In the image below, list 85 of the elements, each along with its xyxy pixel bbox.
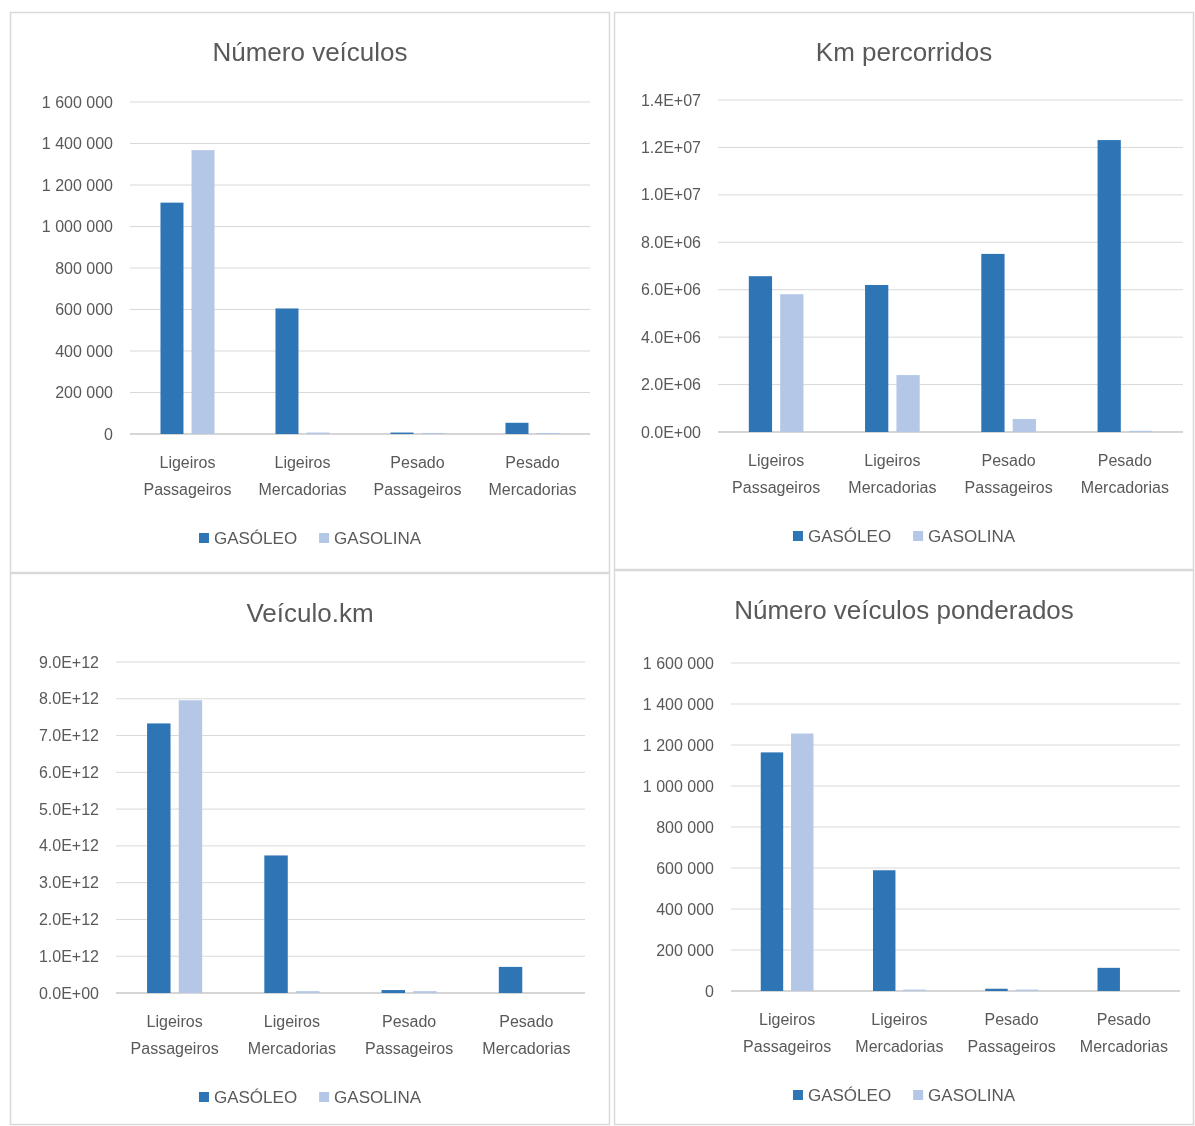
- y-tick-label: 1 400 000: [642, 695, 715, 713]
- y-tick-label: 1 200 000: [41, 176, 114, 194]
- x-tick-label: Ligeiros Passageiros: [732, 452, 821, 496]
- x-tick-label: Ligeiros Mercadorias: [247, 1013, 336, 1057]
- bar: [178, 700, 203, 993]
- y-tick-label: 600 000: [656, 859, 715, 877]
- y-tick-label: 5.0E+12: [38, 800, 100, 818]
- legend-label: GASOLINA: [334, 1087, 422, 1107]
- bar: [381, 990, 406, 993]
- legend-label: GASÓLEO: [213, 1087, 298, 1107]
- chart-title: Km percorridos: [815, 37, 993, 67]
- y-tick-label: 400 000: [656, 900, 715, 918]
- x-tick-label: Ligeiros Passageiros: [130, 1013, 219, 1057]
- bar: [160, 202, 184, 434]
- chart-title: Veículo.km: [246, 598, 374, 628]
- y-tick-label: 1 600 000: [41, 93, 114, 111]
- bar: [865, 284, 889, 432]
- legend-label: GASÓLEO: [807, 1085, 892, 1105]
- legend-label: GASÓLEO: [807, 526, 892, 546]
- y-tick-label: 1 000 000: [642, 777, 715, 795]
- bar: [1012, 418, 1036, 432]
- legend-label: GASOLINA: [928, 1085, 1016, 1105]
- y-tick-label: 0.0E+00: [640, 423, 702, 441]
- y-tick-label: 1 200 000: [642, 736, 715, 754]
- chart-title: Número veículos ponderados: [734, 595, 1074, 625]
- x-tick-label: Pesado Mercadorias: [488, 454, 577, 498]
- y-tick-label: 6.0E+12: [38, 763, 100, 781]
- y-tick-label: 0: [705, 982, 715, 1000]
- bar: [780, 294, 804, 432]
- y-tick-label: 400 000: [55, 342, 114, 360]
- bar: [873, 870, 896, 991]
- x-tick-label: Ligeiros Mercadorias: [258, 454, 347, 498]
- bar: [505, 422, 529, 434]
- legend-label: GASOLINA: [334, 528, 422, 548]
- x-tick-label: Ligeiros Mercadorias: [848, 452, 937, 496]
- bar: [791, 733, 814, 991]
- y-tick-label: 200 000: [656, 941, 715, 959]
- bar: [1097, 967, 1120, 991]
- y-tick-label: 2.0E+12: [38, 911, 100, 929]
- y-tick-label: 1 000 000: [41, 218, 114, 236]
- y-tick-label: 1 400 000: [41, 135, 114, 153]
- y-tick-label: 8.0E+06: [640, 233, 702, 251]
- bar: [985, 988, 1008, 991]
- y-tick-label: 0: [104, 425, 114, 443]
- bar: [147, 723, 171, 993]
- x-tick-label: Ligeiros Passageiros: [143, 454, 232, 498]
- y-tick-label: 800 000: [656, 818, 715, 836]
- bar: [498, 966, 523, 993]
- legend-label: GASÓLEO: [213, 528, 298, 548]
- y-tick-label: 200 000: [55, 384, 114, 402]
- y-tick-label: 1.2E+07: [640, 139, 702, 157]
- y-tick-label: 2.0E+06: [640, 376, 702, 394]
- x-tick-label: Ligeiros Mercadorias: [855, 1011, 944, 1055]
- y-tick-label: 1 600 000: [642, 654, 715, 672]
- y-tick-label: 1.0E+12: [38, 947, 100, 965]
- y-tick-label: 4.0E+12: [38, 837, 100, 855]
- y-tick-label: 7.0E+12: [38, 727, 100, 745]
- bar: [1097, 140, 1121, 432]
- x-tick-label: Pesado Mercadorias: [1079, 1011, 1168, 1055]
- bar: [191, 150, 215, 434]
- y-tick-label: 1.4E+07: [640, 91, 702, 109]
- y-tick-label: 600 000: [55, 301, 114, 319]
- y-tick-label: 3.0E+12: [38, 874, 100, 892]
- legend-label: GASOLINA: [928, 526, 1016, 546]
- bar: [275, 308, 299, 434]
- x-tick-label: Pesado Mercadorias: [1080, 452, 1169, 496]
- x-tick-label: Ligeiros Passageiros: [743, 1011, 832, 1055]
- x-tick-label: Pesado Passageiros: [967, 1011, 1056, 1055]
- x-tick-label: Pesado Passageiros: [964, 452, 1053, 496]
- chart-title: Número veículos: [212, 37, 408, 67]
- y-tick-label: 800 000: [55, 259, 114, 277]
- x-tick-label: Pesado Passageiros: [373, 454, 462, 498]
- x-tick-label: Pesado Mercadorias: [482, 1013, 571, 1057]
- y-tick-label: 0.0E+00: [38, 984, 100, 1002]
- bar: [748, 276, 773, 432]
- bar: [760, 752, 784, 991]
- x-tick-label: Pesado Passageiros: [365, 1013, 454, 1057]
- y-tick-label: 4.0E+06: [640, 328, 702, 346]
- y-tick-label: 6.0E+06: [640, 281, 702, 299]
- y-tick-label: 8.0E+12: [38, 690, 100, 708]
- bar: [981, 253, 1005, 432]
- bar: [264, 855, 288, 993]
- y-tick-label: 1.0E+07: [640, 186, 702, 204]
- y-tick-label: 9.0E+12: [38, 653, 100, 671]
- bar: [896, 375, 920, 432]
